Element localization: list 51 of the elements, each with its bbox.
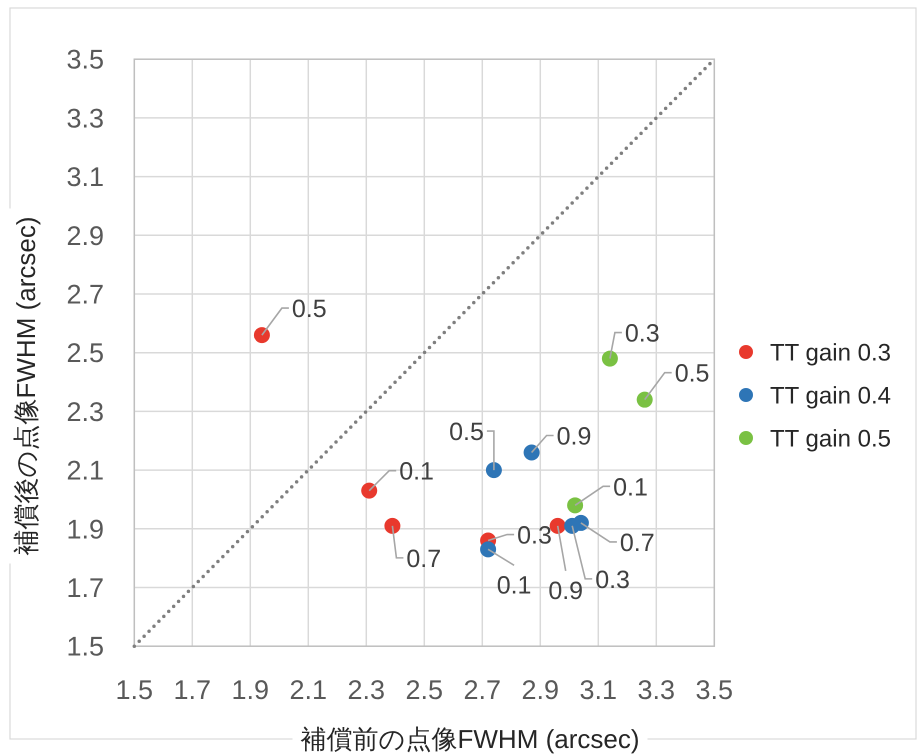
y-tick-label: 1.5 — [66, 632, 104, 662]
annotation: 0.7 — [406, 544, 442, 573]
y-tick-label: 3.1 — [66, 162, 104, 192]
y-tick-label: 1.7 — [66, 573, 104, 603]
x-tick-label: 2.1 — [290, 675, 328, 705]
y-tick-label: 2.5 — [66, 338, 104, 368]
annotation: 0.3 — [624, 320, 660, 348]
point — [486, 462, 502, 478]
point — [567, 497, 584, 514]
annotation: 0.1 — [613, 473, 648, 502]
y-tick-label: 2.7 — [66, 280, 104, 310]
y-tick-label: 2.3 — [66, 396, 104, 427]
y-tick-label: 2.1 — [66, 456, 104, 486]
y-tick-label: 2.9 — [66, 220, 104, 251]
annotation: 0.5 — [449, 418, 484, 446]
point — [361, 482, 378, 499]
point — [572, 514, 589, 531]
point — [602, 350, 618, 367]
x-tick-label: 3.5 — [696, 675, 734, 705]
x-tick-label: 1.9 — [232, 675, 270, 705]
annotation: 0.9 — [548, 576, 584, 605]
annotation: 0.1 — [496, 571, 532, 600]
legend-label: TT gain 0.4 — [770, 382, 891, 410]
x-tick-label: 3.1 — [580, 675, 618, 705]
x-tick-label: 1.5 — [116, 675, 154, 705]
point — [636, 392, 653, 408]
x-tick-label: 2.5 — [406, 675, 444, 705]
annotation: 0.3 — [595, 566, 630, 594]
point — [254, 327, 270, 344]
annotation: 0.9 — [556, 422, 592, 450]
annotation: 0.3 — [517, 522, 552, 550]
annotation: 0.1 — [399, 458, 434, 486]
legend-label: TT gain 0.3 — [770, 340, 891, 366]
point — [550, 518, 566, 534]
x-axis-title: 補償前の点像FWHM (arcsec) — [300, 724, 640, 754]
annotation: 0.5 — [292, 295, 327, 324]
x-tick-label: 2.7 — [464, 675, 502, 705]
y-axis-title: 補償後の点像FWHM (arcsec) — [11, 216, 41, 556]
x-tick-label: 2.3 — [348, 675, 386, 705]
y-tick-label: 3.3 — [66, 103, 104, 134]
x-tick-label: 3.3 — [638, 675, 676, 705]
point — [384, 518, 400, 534]
y-tick-label: 1.9 — [66, 514, 104, 544]
x-tick-label: 1.7 — [174, 675, 212, 705]
y-tick-label: 3.5 — [66, 44, 104, 75]
annotation: 0.7 — [620, 528, 655, 557]
point — [524, 444, 540, 460]
legend-label: TT gain 0.5 — [770, 426, 891, 452]
x-tick-label: 2.9 — [522, 675, 560, 705]
point — [480, 541, 496, 558]
annotation: 0.5 — [674, 360, 710, 388]
